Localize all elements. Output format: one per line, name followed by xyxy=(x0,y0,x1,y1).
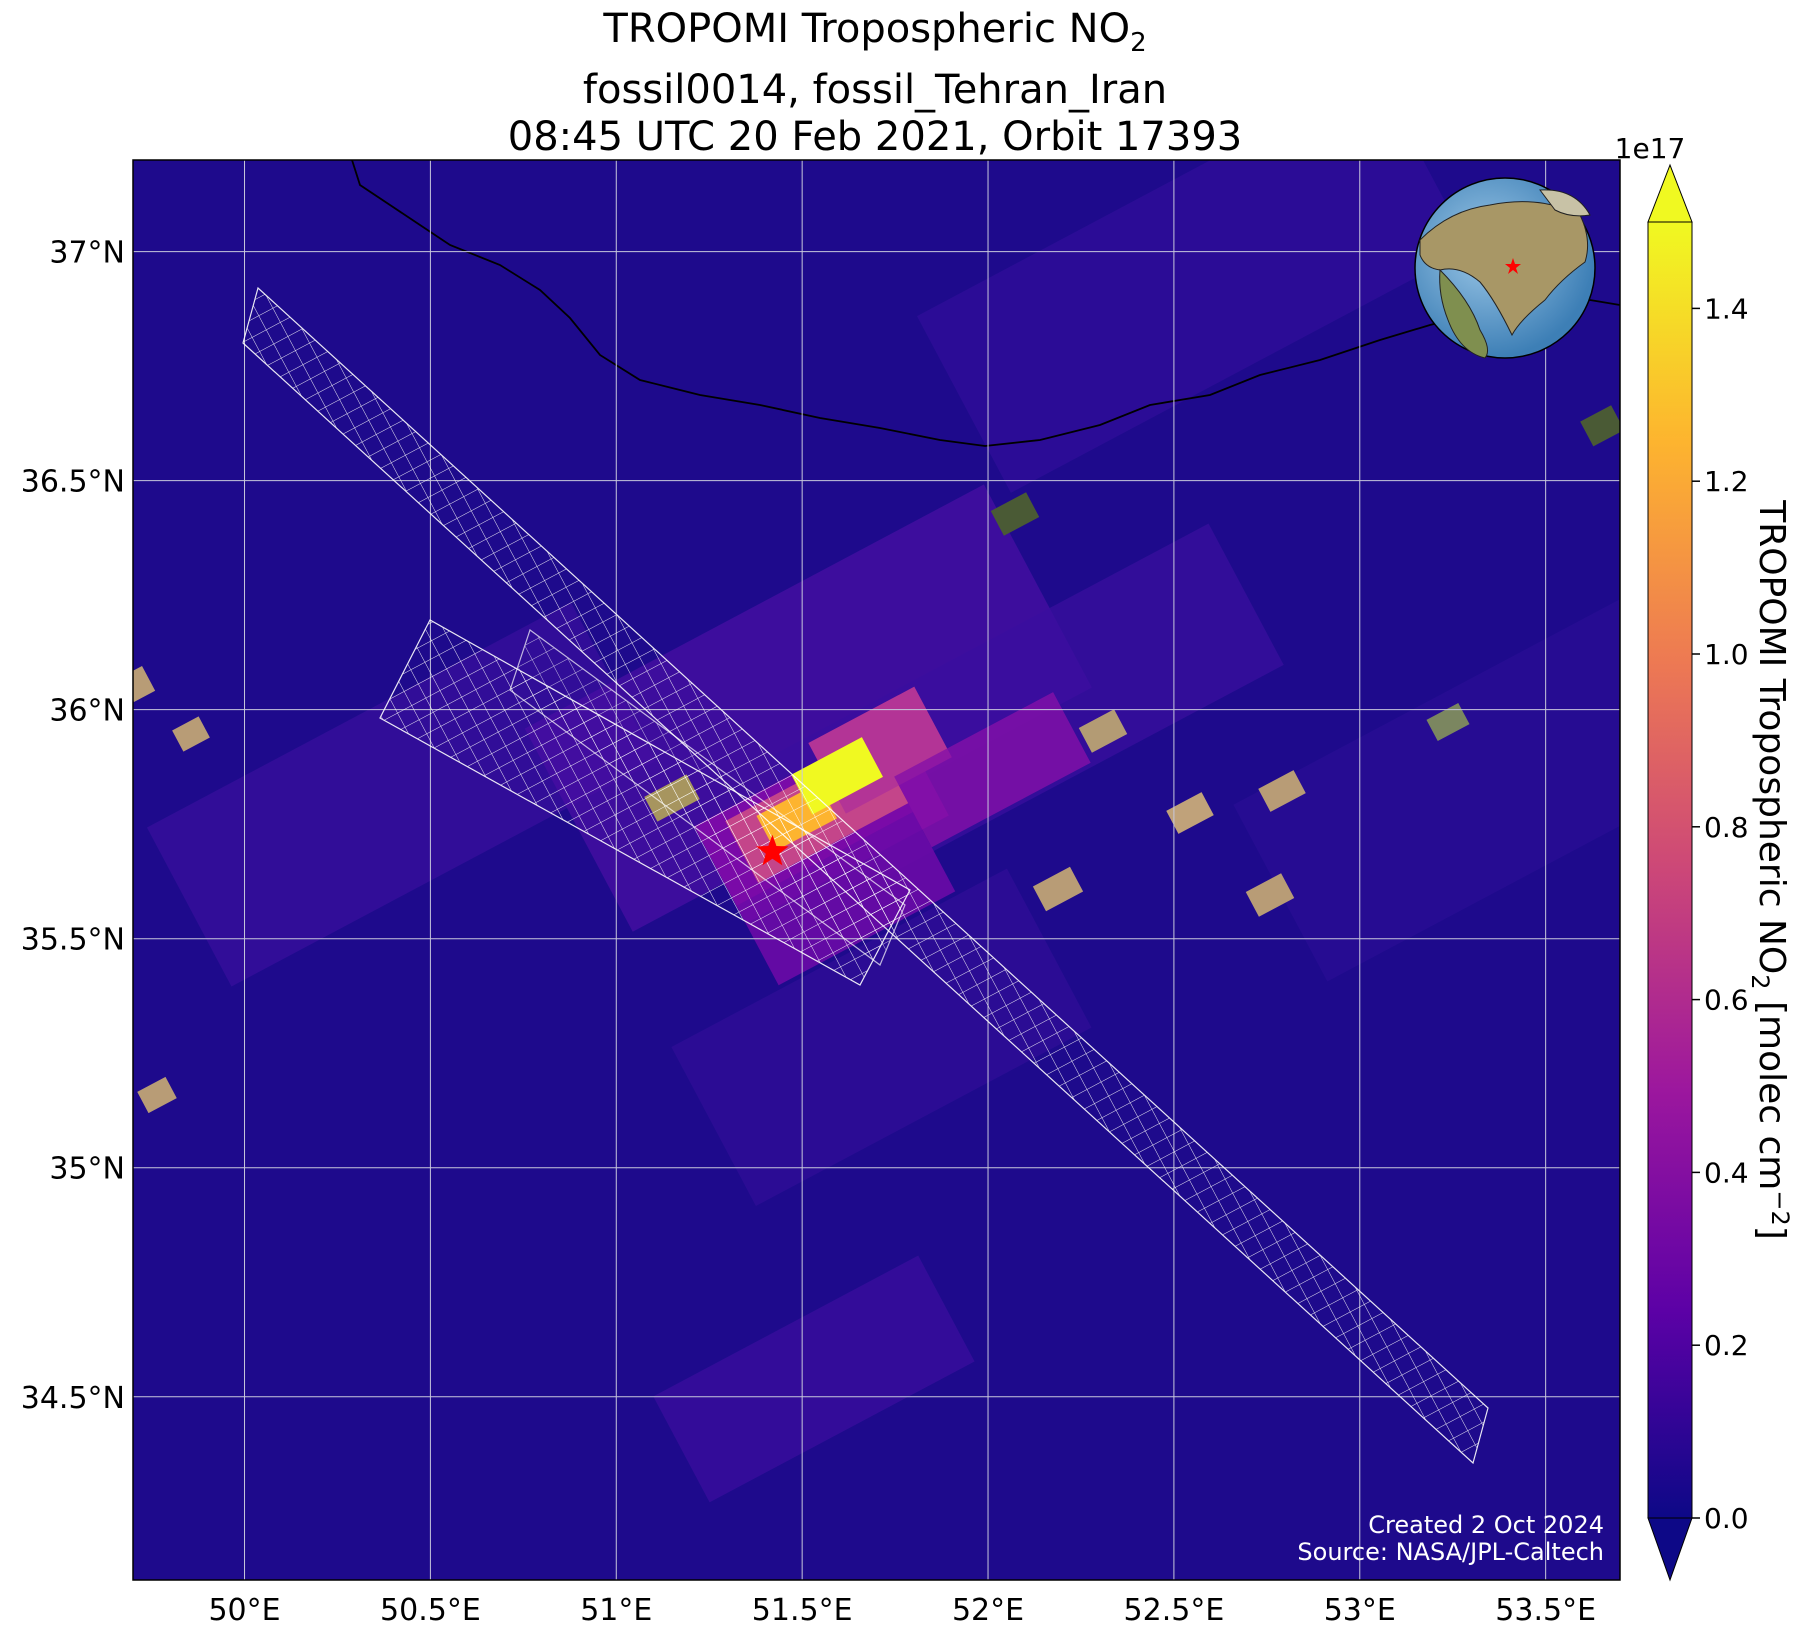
x-tick-label: 53.5°E xyxy=(1495,1593,1596,1627)
colorbar-tick-label: 1.2 xyxy=(1704,465,1749,498)
y-tick-label: 35.5°N xyxy=(21,923,125,958)
x-tick-label: 51°E xyxy=(580,1593,652,1627)
y-tick-label: 37°N xyxy=(49,236,125,271)
colorbar-tick-label: 1.0 xyxy=(1704,638,1749,671)
inset-globe xyxy=(1414,177,1596,359)
x-tick-label: 52.5°E xyxy=(1124,1593,1225,1627)
x-tick-label: 50.5°E xyxy=(380,1593,481,1627)
coastline xyxy=(351,160,1620,447)
colorbar-gradient xyxy=(1648,222,1692,1518)
colorbar-ticks: 0.0 0.2 0.4 0.6 0.8 1.0 1.2 1.4 xyxy=(1692,292,1749,1535)
colorbar-tick-label: 1.4 xyxy=(1704,292,1749,325)
colorbar-tick-label: 0.8 xyxy=(1704,811,1749,844)
y-axis-tick-labels: 37°N 36.5°N 36°N 35.5°N 35°N 34.5°N xyxy=(21,236,125,1416)
title-line-1: TROPOMI Tropospheric NO2 xyxy=(603,6,1147,58)
map-title: TROPOMI Tropospheric NO2 fossil0014, fos… xyxy=(0,6,1750,161)
colorbar: 0.0 0.2 0.4 0.6 0.8 1.0 1.2 1.4 1e17 TROPOMI Tr… xyxy=(1615,132,1794,1582)
title-line-3: 08:45 UTC 20 Feb 2021, Orbit 17393 xyxy=(507,114,1243,160)
x-tick-label: 51.5°E xyxy=(752,1593,853,1627)
map-frame xyxy=(132,159,1621,1581)
target-star xyxy=(756,834,789,866)
created-date: Created 2 Oct 2024 xyxy=(1368,1511,1604,1539)
y-tick-label: 35°N xyxy=(49,1152,125,1187)
colorbar-tick-label: 0.2 xyxy=(1704,1329,1749,1362)
y-tick-label: 36°N xyxy=(49,694,125,729)
x-tick-label: 52°E xyxy=(952,1593,1024,1627)
globe-target-star-icon xyxy=(1505,258,1521,274)
footprint-swath-mid xyxy=(509,629,906,966)
y-tick-label: 36.5°N xyxy=(21,465,125,500)
source-credit: Source: NASA/JPL-Caltech xyxy=(1297,1538,1604,1566)
pixel-footprints xyxy=(242,286,1489,1465)
colorbar-extend-max xyxy=(1647,163,1693,223)
title-line-2: fossil0014, fossil_Tehran_Iran xyxy=(582,67,1168,113)
y-tick-label: 34.5°N xyxy=(21,1381,125,1416)
colorbar-offset-label: 1e17 xyxy=(1615,132,1686,165)
colorbar-tick-label: 0.4 xyxy=(1704,1156,1749,1189)
colorbar-label: TROPOMI Tropospheric NO2 [molec cm−2] xyxy=(1746,499,1794,1240)
target-star-icon xyxy=(756,834,789,866)
colorbar-tick-label: 0.0 xyxy=(1704,1502,1749,1535)
x-axis-tick-labels: 50°E 50.5°E 51°E 51.5°E 52°E 52.5°E 53°E 53.5°E xyxy=(208,1593,1596,1627)
colorbar-tick-label: 0.6 xyxy=(1704,984,1749,1017)
x-tick-label: 50°E xyxy=(208,1593,280,1627)
colorbar-extend-min xyxy=(1647,1517,1693,1582)
x-tick-label: 53°E xyxy=(1324,1593,1396,1627)
